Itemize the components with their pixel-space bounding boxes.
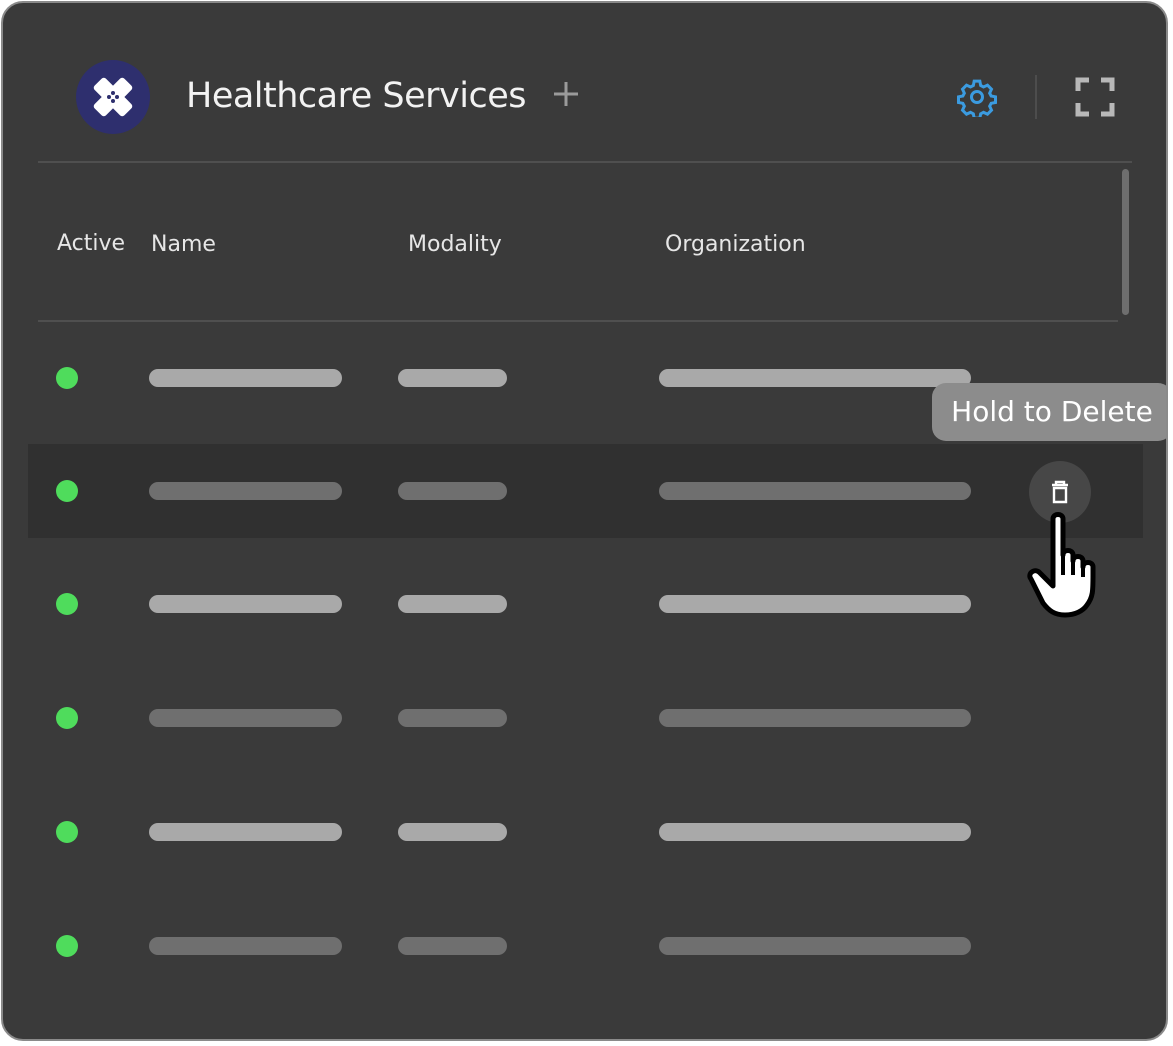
organization-placeholder <box>659 709 971 727</box>
modality-placeholder <box>398 823 507 841</box>
hand-pointer-icon <box>1027 512 1096 618</box>
bandage-icon <box>76 60 150 134</box>
trash-icon <box>1052 480 1068 504</box>
organization-placeholder <box>659 823 971 841</box>
name-placeholder <box>149 595 342 613</box>
divider <box>1035 75 1037 119</box>
name-placeholder <box>149 709 342 727</box>
column-header-organization[interactable]: Organization <box>665 232 806 257</box>
organization-placeholder <box>659 369 971 387</box>
active-status-dot <box>56 480 78 502</box>
modality-placeholder <box>398 482 507 500</box>
active-status-dot <box>56 935 78 957</box>
tooltip: Hold to Delete <box>932 383 1166 441</box>
name-placeholder <box>149 369 342 387</box>
modality-placeholder <box>398 709 507 727</box>
plus-icon <box>554 82 578 106</box>
divider <box>38 320 1118 322</box>
organization-placeholder <box>659 937 971 955</box>
active-status-dot <box>56 593 78 615</box>
settings-button[interactable] <box>957 77 997 122</box>
active-status-dot <box>56 707 78 729</box>
modality-placeholder <box>398 937 507 955</box>
scrollbar[interactable] <box>1122 169 1129 315</box>
fullscreen-icon <box>1075 77 1115 117</box>
name-placeholder <box>149 823 342 841</box>
active-status-dot <box>56 367 78 389</box>
divider <box>38 161 1132 163</box>
organization-placeholder <box>659 482 971 500</box>
gear-icon <box>957 79 997 120</box>
name-placeholder <box>149 482 342 500</box>
modality-placeholder <box>398 595 507 613</box>
modality-placeholder <box>398 369 507 387</box>
add-button[interactable] <box>551 79 581 109</box>
fullscreen-button[interactable] <box>1075 77 1115 122</box>
page-title: Healthcare Services <box>186 76 527 116</box>
column-header-active[interactable]: Active <box>57 231 126 256</box>
column-header-modality[interactable]: Modality <box>408 232 502 257</box>
name-placeholder <box>149 937 342 955</box>
column-header-name[interactable]: Name <box>151 232 216 257</box>
active-status-dot <box>56 821 78 843</box>
organization-placeholder <box>659 595 971 613</box>
